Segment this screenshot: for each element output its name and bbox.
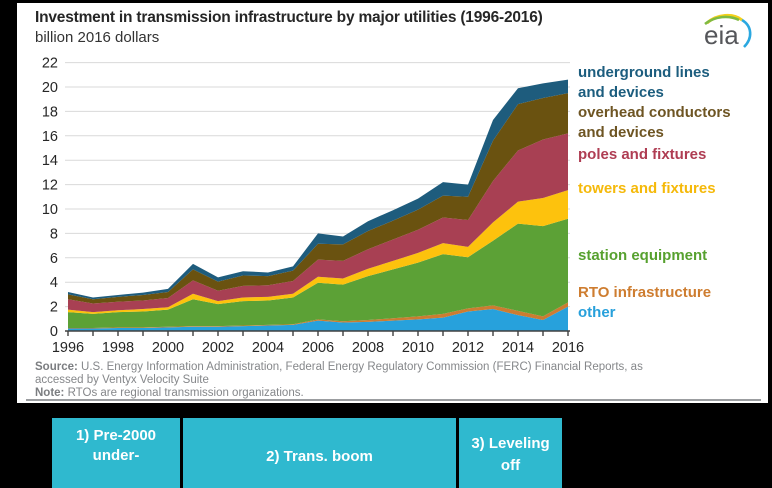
area-band-underground-lines-and-devices: [68, 79, 568, 300]
x-tick-label-2000: 2000: [152, 340, 184, 356]
x-tick-label-2006: 2006: [302, 340, 334, 356]
x-tick-label-1998: 1998: [102, 340, 134, 356]
x-tick-label-2016: 2016: [552, 340, 584, 356]
source-text-2: accessed by Ventyx Velocity Suite: [35, 374, 209, 386]
legend-item-poles-and-fixtures: poles and fixtures: [578, 146, 707, 163]
y-tick-label-14: 14: [42, 153, 58, 169]
x-tick-label-2002: 2002: [202, 340, 234, 356]
callout-pre-2000-underinvestment: 1) Pre-2000 under-: [52, 418, 180, 488]
y-tick-label-8: 8: [50, 226, 58, 242]
stacked-area-chart: 0 2 4 6 8 10 12 14 16 18 20 22 1996 1998 2000 2002 2004 2…: [42, 56, 584, 356]
eia-logo-text: eia: [704, 20, 739, 50]
area-band-other: [68, 306, 568, 331]
x-tick-label-2014: 2014: [502, 340, 534, 356]
letterbox-background: { "header": { "title": "Investment in tr…: [0, 3, 772, 488]
y-tick-label-6: 6: [50, 251, 58, 267]
x-tick-label-2004: 2004: [252, 340, 284, 356]
x-tick-label-2010: 2010: [402, 340, 434, 356]
callout-row: 1) Pre-2000 under- 2) Trans. boom 3) Lev…: [0, 418, 772, 488]
y-tick-label-0: 0: [50, 324, 58, 340]
eia-logo-green-arc: [704, 15, 740, 26]
x-tick-label-1996: 1996: [52, 340, 84, 356]
legend-item-overhead-conductors: overhead conductors and devices: [578, 104, 731, 141]
y-tick-label-4: 4: [50, 275, 58, 291]
callout-1-line-2: under-: [92, 447, 140, 464]
legend-item-towers-and-fixtures: towers and fixtures: [578, 180, 716, 197]
y-tick-label-22: 22: [42, 56, 58, 72]
source-text-1: U.S. Energy Information Administration, …: [77, 361, 643, 373]
y-tick-label-12: 12: [42, 178, 58, 194]
source-note: Source: U.S. Energy Information Administ…: [35, 361, 643, 400]
source-line-2: accessed by Ventyx Velocity Suite: [35, 374, 643, 387]
chart-unit-subtitle: billion 2016 dollars: [35, 29, 160, 46]
x-tick-label-2008: 2008: [352, 340, 384, 356]
slide: Investment in transmission infrastructur…: [17, 3, 768, 403]
y-tick-label-16: 16: [42, 129, 58, 145]
area-band-station-equipment: [68, 218, 568, 328]
area-band-overhead-conductors-and-devices: [68, 93, 568, 304]
callout-3-line-1: 3) Leveling: [471, 435, 550, 452]
callout-2-line-2: 2) Trans. boom: [266, 448, 373, 465]
callout-2-line-1: [183, 427, 456, 445]
eia-logo: eia: [704, 14, 752, 50]
y-tick-label-20: 20: [42, 80, 58, 96]
legend-item-underground-lines: underground lines and devices: [578, 64, 710, 101]
y-tick-label-10: 10: [42, 202, 58, 218]
y-tick-label-2: 2: [50, 300, 58, 316]
source-prefix: Source:: [35, 361, 78, 373]
legend-item-station-equipment: station equipment: [578, 247, 708, 264]
note-text: RTOs are regional transmission organizat…: [64, 387, 304, 399]
area-band-poles-and-fixtures: [68, 133, 568, 313]
y-tick-label-18: 18: [42, 104, 58, 120]
callout-1-line-1: 1) Pre-2000: [75, 427, 157, 444]
eia-logo-blue-swoosh: [741, 18, 752, 48]
callout-leveling-off: 3) Leveling off: [459, 418, 562, 488]
area-band-towers-and-fixtures: [68, 190, 568, 314]
callout-transmission-boom: 2) Trans. boom: [183, 418, 456, 488]
source-line-1: Source: U.S. Energy Information Administ…: [35, 361, 643, 374]
legend: underground lines and devices overhead con…: [578, 3, 768, 343]
legend-item-other: other: [578, 304, 616, 321]
legend-item-rto-infrastructure: RTO infrastructure: [578, 284, 712, 301]
x-tick-label-2012: 2012: [452, 340, 484, 356]
divider-line: [26, 399, 761, 401]
note-prefix: Note:: [35, 387, 65, 399]
page-title: Investment in transmission infrastructur…: [35, 9, 543, 26]
note-line: Note: RTOs are regional transmission org…: [35, 387, 643, 400]
